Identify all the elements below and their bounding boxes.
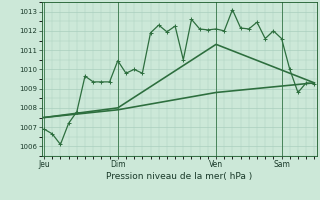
X-axis label: Pression niveau de la mer( hPa ): Pression niveau de la mer( hPa ) — [106, 172, 252, 181]
